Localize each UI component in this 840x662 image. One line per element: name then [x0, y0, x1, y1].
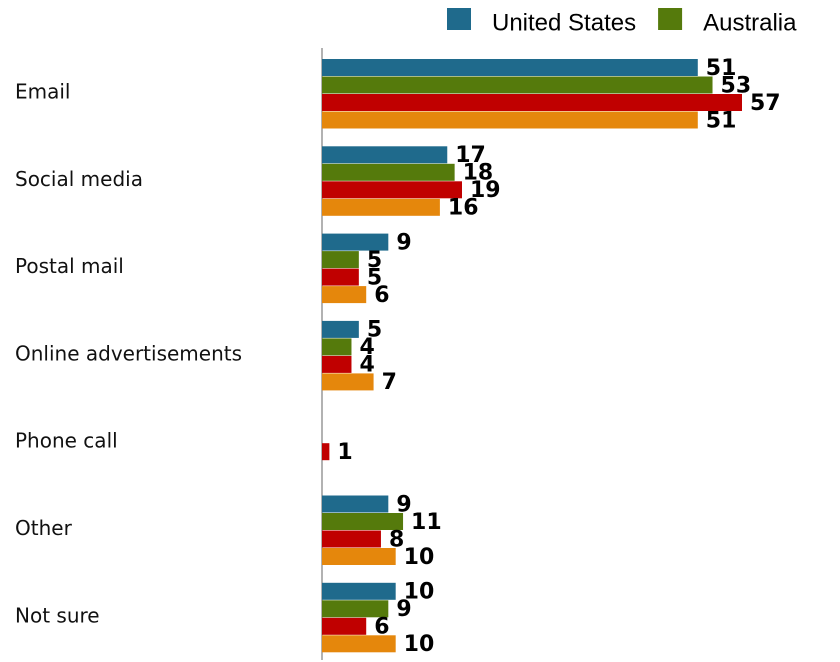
bar	[322, 94, 742, 111]
value-label: 4	[359, 353, 374, 378]
value-label: 1	[337, 440, 352, 465]
bar	[322, 443, 330, 461]
value-label: 5	[367, 318, 382, 343]
bar	[322, 181, 462, 199]
legend-label: United States	[492, 9, 636, 36]
value-label: 4	[359, 335, 374, 360]
bar	[322, 373, 374, 391]
legend-label: Australia	[703, 9, 797, 36]
value-label: 51	[706, 108, 737, 133]
category-label: Phone call	[15, 429, 118, 453]
category-label: Other	[15, 516, 73, 540]
value-label: 16	[448, 196, 479, 221]
bar	[322, 198, 440, 216]
bar	[322, 548, 396, 565]
value-label: 10	[404, 632, 435, 657]
bar	[322, 111, 698, 129]
bar	[322, 582, 396, 600]
category-label: Email	[15, 80, 71, 104]
bar	[322, 355, 352, 373]
value-label: 57	[750, 91, 781, 116]
legend-swatch	[658, 8, 683, 30]
bar	[322, 320, 359, 338]
bar	[322, 495, 389, 513]
bar	[322, 617, 367, 635]
value-label: 5	[367, 248, 382, 273]
value-label: 18	[463, 161, 494, 186]
value-label: 9	[396, 230, 411, 255]
bar	[322, 251, 359, 269]
bar	[322, 163, 455, 181]
value-label: 10	[404, 580, 435, 605]
value-label: 17	[455, 143, 486, 168]
value-label: 8	[389, 527, 404, 552]
category-label: Online advertisements	[15, 341, 242, 365]
value-label: 9	[396, 492, 411, 517]
legend-swatch	[447, 8, 471, 30]
value-label: 7	[382, 370, 397, 395]
bar	[322, 600, 389, 618]
bar	[322, 635, 396, 653]
bar	[322, 338, 352, 356]
bar	[322, 76, 713, 94]
value-label: 11	[411, 510, 442, 535]
bar	[322, 513, 404, 530]
value-label: 6	[374, 283, 389, 308]
bar	[322, 530, 381, 548]
category-label: Social media	[15, 167, 143, 191]
value-label: 19	[470, 178, 501, 203]
category-label: Not sure	[15, 603, 100, 627]
bar	[322, 146, 448, 164]
value-label: 9	[396, 597, 411, 622]
value-label: 5	[367, 265, 382, 290]
bar	[322, 286, 367, 304]
category-label: Postal mail	[15, 254, 124, 278]
value-label: 6	[374, 615, 389, 640]
bar	[322, 233, 389, 251]
bar	[322, 59, 698, 76]
bar	[322, 268, 359, 286]
value-label: 10	[404, 545, 435, 570]
